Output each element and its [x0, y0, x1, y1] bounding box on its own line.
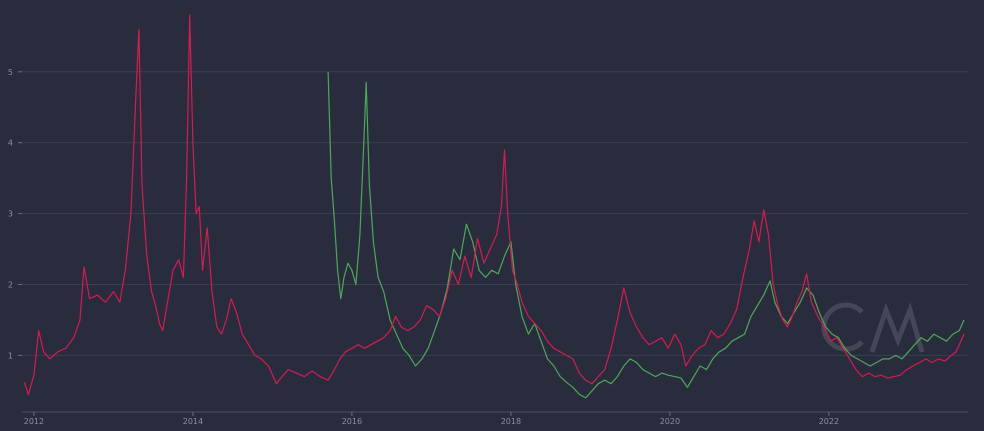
grid-lines [22, 71, 968, 356]
y-tick-label: 5 [8, 68, 13, 77]
x-tick-label: 2020 [660, 417, 680, 426]
x-tick-label: 2016 [342, 417, 362, 426]
y-tick-label: 4 [8, 139, 13, 148]
x-tick-label: 2012 [24, 417, 44, 426]
series-line-green [327, 71, 965, 399]
x-axis-ticks: 2012 2014 2016 2018 2020 2022 [22, 411, 968, 426]
y-tick-label: 1 [8, 351, 13, 360]
x-tick-label: 2018 [501, 417, 521, 426]
y-axis-ticks: 1 2 3 4 5 [8, 68, 22, 360]
x-tick-label: 2022 [819, 417, 839, 426]
cm-watermark-logo [821, 302, 925, 353]
series-lines [23, 14, 965, 399]
series-line-red [23, 14, 965, 395]
x-tick-label: 2014 [183, 417, 203, 426]
y-tick-label: 3 [8, 210, 13, 219]
y-tick-label: 2 [8, 280, 13, 289]
